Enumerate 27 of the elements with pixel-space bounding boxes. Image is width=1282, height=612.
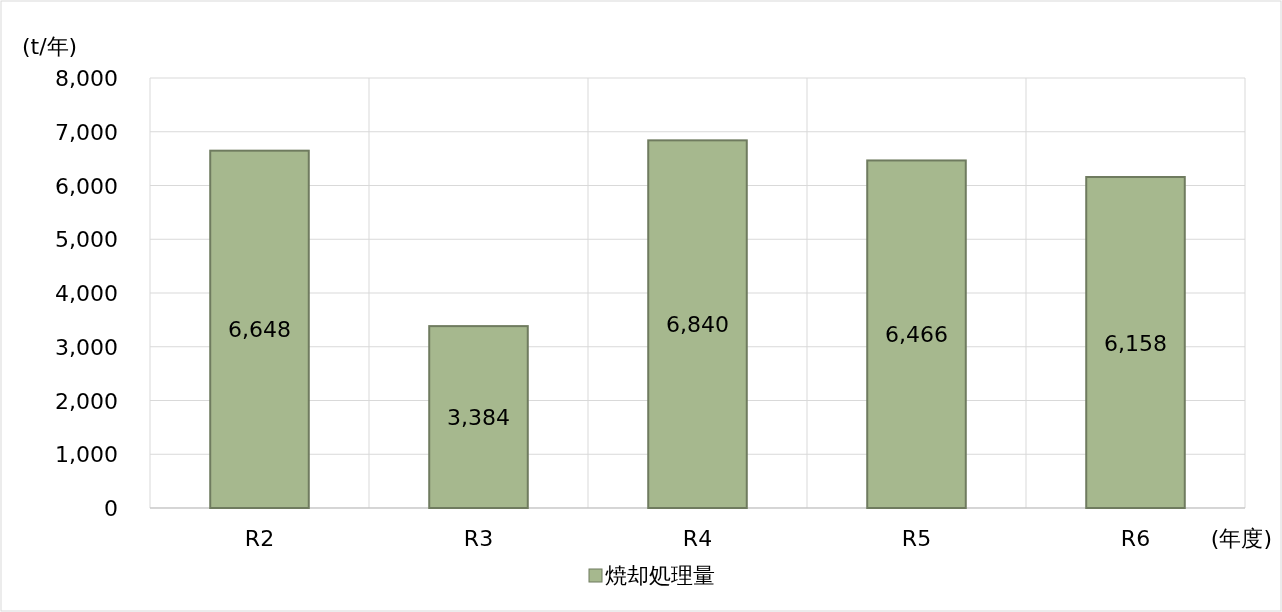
y-axis-title: (t/年)	[22, 34, 78, 59]
y-tick-label: 1,000	[55, 442, 118, 468]
bar	[209, 149, 310, 509]
data-label: 6,466	[885, 322, 948, 348]
x-tick-label: R4	[682, 526, 713, 551]
x-axis-title: (年度)	[1210, 526, 1272, 551]
x-tick-label: R5	[901, 526, 932, 551]
y-tick-label: 4,000	[55, 281, 118, 306]
y-tick-label: 8,000	[55, 66, 118, 91]
y-tick-label: 7,000	[55, 119, 118, 145]
bar	[647, 139, 748, 509]
bar	[1085, 176, 1186, 509]
y-tick-label: 0	[104, 496, 118, 521]
y-tick-label: 5,000	[55, 227, 118, 253]
data-label: 3,384	[447, 405, 510, 431]
x-tick-label: R2	[244, 526, 275, 551]
data-label: 6,158	[1104, 330, 1167, 356]
x-tick-label: R3	[463, 526, 494, 551]
legend-label: 焼却処理量	[605, 563, 715, 588]
data-label: 6,840	[666, 312, 729, 338]
y-tick-label: 3,000	[55, 334, 118, 360]
bar	[866, 159, 967, 509]
data-label: 6,648	[228, 317, 291, 343]
x-tick-label: R6	[1120, 526, 1151, 551]
y-tick-label: 6,000	[55, 173, 118, 199]
y-tick-label: 2,000	[55, 388, 118, 414]
bar	[428, 325, 529, 509]
